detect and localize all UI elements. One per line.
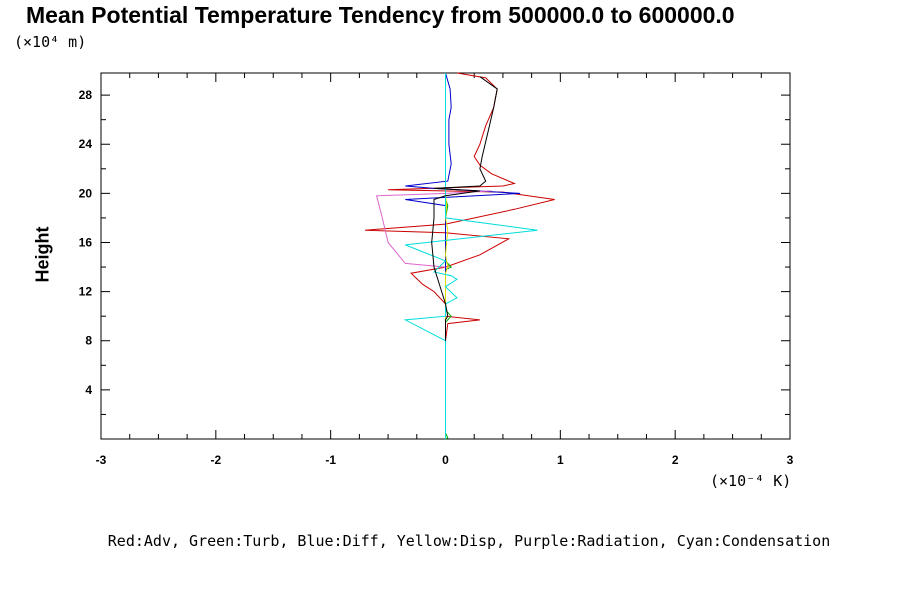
y-tick-label: 24 xyxy=(79,137,93,151)
series-line-disp xyxy=(444,193,449,341)
y-scale-label: (×10⁴ m) xyxy=(14,33,87,51)
series-line-adv xyxy=(365,72,555,439)
x-tick-label: 0 xyxy=(442,453,449,467)
y-tick-label: 12 xyxy=(79,285,93,299)
y-tick-label: 20 xyxy=(79,186,93,200)
series-lines xyxy=(365,72,555,440)
x-tick-label: 3 xyxy=(787,453,794,467)
x-scale-label: (×10⁻⁴ K) xyxy=(710,472,792,490)
series-line-radiation xyxy=(375,190,492,268)
y-tick-label: 8 xyxy=(85,334,92,348)
series-line-turb xyxy=(445,73,453,440)
x-tick-label: 2 xyxy=(672,453,679,467)
x-tick-label: -3 xyxy=(96,453,107,467)
chart-title: Mean Potential Temperature Tendency from… xyxy=(26,2,735,28)
series-line-diff xyxy=(405,72,521,439)
x-tick-label: 1 xyxy=(557,453,564,467)
legend-text: Red:Adv, Green:Turb, Blue:Diff, Yellow:D… xyxy=(107,532,831,550)
y-tick-label: 16 xyxy=(79,235,93,249)
y-tick-label: 28 xyxy=(79,88,93,102)
series-line-net xyxy=(431,76,498,341)
y-tick-label: 4 xyxy=(85,383,92,397)
x-tick-label: -2 xyxy=(210,453,221,467)
x-tick-label: -1 xyxy=(325,453,336,467)
series-line-condensation xyxy=(403,73,538,439)
